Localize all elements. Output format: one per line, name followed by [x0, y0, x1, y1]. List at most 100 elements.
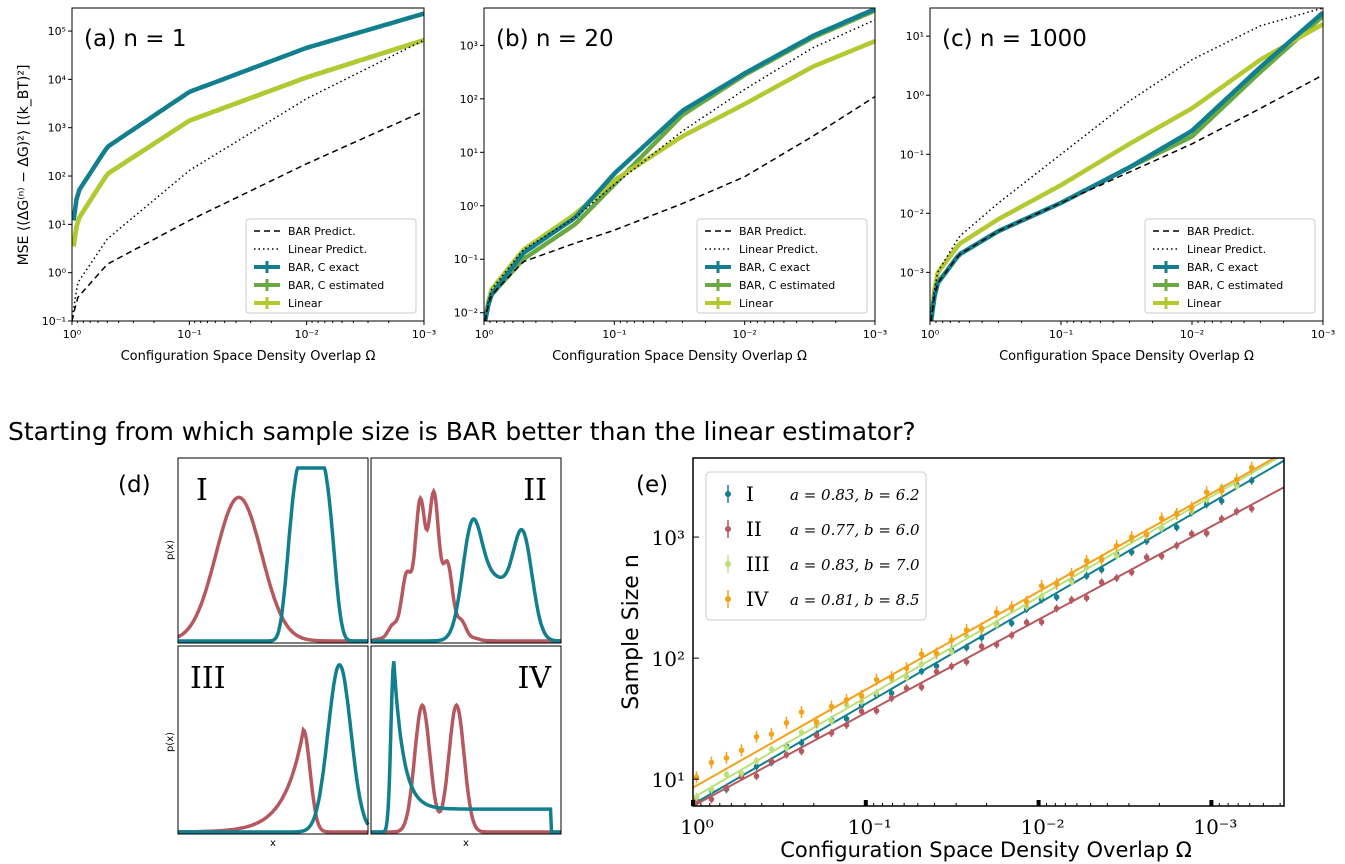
- series-bar-c-exact: [930, 10, 1323, 321]
- x-tick-label: 10⁰: [63, 328, 82, 341]
- data-point: [813, 732, 820, 739]
- y-tick-label: 10⁴: [48, 73, 67, 86]
- data-point: [993, 621, 1000, 628]
- data-point: [1083, 557, 1090, 564]
- distribution-b: [371, 517, 561, 643]
- data-point: [1083, 573, 1090, 579]
- data-point: [1218, 516, 1225, 522]
- subpanel-label: III: [190, 661, 226, 696]
- legend-marker: [725, 526, 731, 532]
- data-point: [708, 786, 715, 793]
- y-tick-label: 10⁵: [48, 25, 66, 38]
- data-point: [723, 755, 730, 761]
- x-tick-label: 10⁻¹: [177, 328, 201, 341]
- legend-label: Linear: [288, 297, 323, 310]
- data-point: [843, 715, 850, 722]
- fit-line-III: [693, 458, 1280, 799]
- data-point: [1068, 597, 1075, 603]
- legend-label: a = 0.77, b = 6.0: [790, 521, 920, 539]
- data-point: [873, 676, 880, 683]
- legend-label: BAR, C exact: [1187, 261, 1259, 274]
- x-tick-label: 10⁻²: [295, 328, 319, 341]
- data-point: [933, 650, 940, 657]
- axes-frame: [692, 457, 1285, 807]
- data-point: [1158, 525, 1165, 532]
- data-point: [798, 748, 805, 755]
- distribution-b: [178, 662, 370, 834]
- data-point: [1113, 575, 1120, 581]
- legend-label: a = 0.81, b = 8.5: [790, 591, 920, 609]
- data-point: [903, 674, 910, 681]
- data-point: [918, 684, 925, 690]
- data-point: [978, 625, 985, 632]
- distribution-a: [370, 487, 561, 643]
- question-heading: Starting from which sample size is BAR b…: [8, 417, 916, 446]
- data-point: [873, 690, 880, 696]
- subpanel-frame: [177, 645, 369, 835]
- x-tick-label: 10⁻³: [412, 328, 436, 341]
- y-tick-label: 10²: [652, 647, 685, 671]
- y-tick-label: 10¹: [906, 30, 924, 43]
- data-point: [993, 641, 1000, 648]
- legend-marker: [725, 596, 731, 602]
- data-point: [1128, 534, 1135, 540]
- y-tick-label: 10³: [652, 526, 685, 550]
- y-tick-label: 10³: [48, 122, 66, 135]
- data-point: [1203, 530, 1210, 537]
- data-point: [948, 649, 955, 655]
- legend-box: [705, 471, 927, 621]
- legend-name: III: [746, 552, 770, 576]
- series-bar-predict-: [72, 110, 424, 321]
- x-tick-label: 10⁻³: [1193, 815, 1237, 839]
- data-point: [828, 718, 835, 724]
- data-point: [1038, 619, 1045, 625]
- data-point: [1068, 579, 1075, 585]
- data-point: [903, 685, 910, 692]
- x-tick-label: 10⁻²: [1180, 328, 1204, 341]
- distribution-a: [371, 702, 561, 834]
- data-point: [1098, 566, 1105, 573]
- data-point: [1143, 538, 1150, 544]
- y-tick-label: 10⁰: [460, 200, 479, 213]
- panel-b: 10⁰ 10⁻¹ 10⁻² 10⁻³ 10⁻² 10⁻¹ 10⁰ 10¹ 10² 10³ (b) n…: [454, 7, 887, 364]
- y-tick-label: 10¹: [48, 218, 66, 231]
- data-point: [1038, 583, 1045, 589]
- fit-line-II: [693, 486, 1284, 806]
- data-point: [768, 746, 775, 753]
- panel-e: 10⁰ 10⁻¹ 10⁻² 10⁻³ 10¹ 10² 10³ (e) Sample Size n…: [619, 457, 1285, 862]
- distribution-a: [177, 726, 368, 834]
- data-point: [903, 665, 910, 671]
- data-point: [1023, 598, 1030, 605]
- legend-marker: [725, 561, 731, 567]
- x-tick-label: 10⁻¹: [602, 328, 626, 341]
- subpanel-frame: [370, 645, 562, 835]
- y-tick-label: 10²: [460, 93, 478, 106]
- legend-box: [245, 218, 417, 314]
- data-point: [1203, 501, 1210, 508]
- series-bar-c-exact: [484, 8, 875, 321]
- legend-label: BAR Predict.: [288, 225, 356, 238]
- series-bar-predict-: [930, 74, 1323, 321]
- series-bar-predict-: [484, 95, 875, 321]
- data-point: [978, 643, 985, 650]
- data-point: [1128, 569, 1135, 576]
- data-point: [888, 674, 895, 680]
- panel-c: 10⁰ 10⁻¹ 10⁻² 10⁻³ 10⁻³ 10⁻² 10⁻¹ 10⁰ 10¹ (c) n =…: [900, 7, 1335, 364]
- data-point: [1248, 505, 1255, 512]
- data-point: [693, 774, 700, 781]
- data-point: [1233, 508, 1240, 515]
- data-point: [918, 668, 925, 674]
- y-tick-label: 10⁻¹: [42, 315, 66, 328]
- data-point: [1203, 496, 1210, 503]
- distribution-a: [177, 495, 368, 643]
- data-point: [1113, 553, 1120, 559]
- y-tick-label: 10³: [460, 39, 478, 52]
- x-tick-label: 10⁰: [680, 815, 713, 839]
- data-point: [1008, 620, 1015, 626]
- data-point: [1218, 487, 1225, 494]
- data-point: [1053, 581, 1060, 587]
- data-point: [1113, 542, 1120, 549]
- legend-name: I: [746, 482, 754, 506]
- data-point: [948, 663, 955, 670]
